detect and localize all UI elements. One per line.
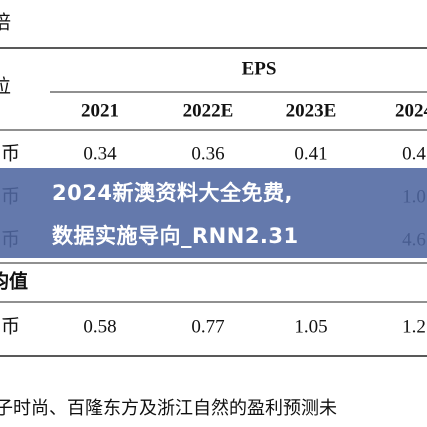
cell: 0.77 (191, 316, 224, 337)
row-label: 民币 (0, 142, 20, 164)
banner: 2024新澳资料大全免费, 数据实施导向_RNN2.31 (0, 168, 427, 258)
cell: 0.36 (191, 143, 224, 164)
banner-line: 2024新澳资料大全免费, (52, 181, 293, 205)
corner: 倍 (0, 11, 11, 33)
cell: 0.58 (83, 316, 116, 337)
cell: 0.4 (402, 143, 426, 164)
cell: 1.2 (402, 316, 426, 337)
column-header: 2022E (183, 100, 234, 121)
group-header: EPS (242, 58, 277, 79)
column-header: 2024 (395, 100, 427, 121)
banner-line: 数据实施导向_RNN2.31 (52, 224, 299, 248)
row-label: 民币 (0, 315, 20, 337)
cell: 0.41 (294, 143, 327, 164)
section: 均值 (0, 269, 28, 292)
unit: 位 (0, 75, 11, 97)
column-header: 2023E (286, 100, 337, 121)
column-header: 2021 (81, 100, 119, 121)
cell: 1.05 (294, 316, 327, 337)
footer: 子时尚、百隆东方及浙江自然的盈利预测未 (0, 398, 337, 418)
cell: 0.34 (83, 143, 117, 164)
